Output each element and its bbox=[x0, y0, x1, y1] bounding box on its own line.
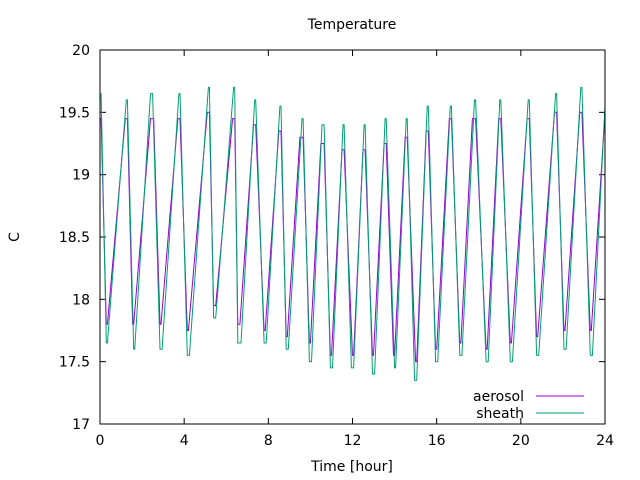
y-tick-label: 19 bbox=[72, 168, 90, 184]
y-tick-label: 17 bbox=[72, 417, 90, 433]
y-tick-label: 18 bbox=[72, 292, 90, 308]
legend-label-sheath: sheath bbox=[476, 406, 524, 422]
y-tick-label: 20 bbox=[72, 43, 90, 59]
series-line-aerosol bbox=[100, 111, 606, 363]
x-tick-label: 16 bbox=[428, 433, 446, 449]
plot-frame bbox=[99, 49, 606, 425]
y-tick-label: 18.5 bbox=[59, 230, 90, 246]
legend-label-aerosol: aerosol bbox=[473, 389, 524, 405]
plot-lines bbox=[100, 86, 606, 381]
x-tick-label: 4 bbox=[180, 433, 189, 449]
x-tick-label: 0 bbox=[96, 433, 105, 449]
series-line-sheath bbox=[100, 86, 606, 381]
x-tick-label: 20 bbox=[512, 433, 530, 449]
x-tick-label: 12 bbox=[344, 433, 362, 449]
y-axis-label: C bbox=[7, 232, 23, 242]
y-tick-label: 17.5 bbox=[59, 355, 90, 371]
x-tick-label: 24 bbox=[596, 433, 614, 449]
x-axis-label: Time [hour] bbox=[310, 459, 393, 475]
chart-title: Temperature bbox=[307, 17, 397, 33]
y-tick-label: 19.5 bbox=[59, 105, 90, 121]
x-tick-label: 8 bbox=[264, 433, 273, 449]
